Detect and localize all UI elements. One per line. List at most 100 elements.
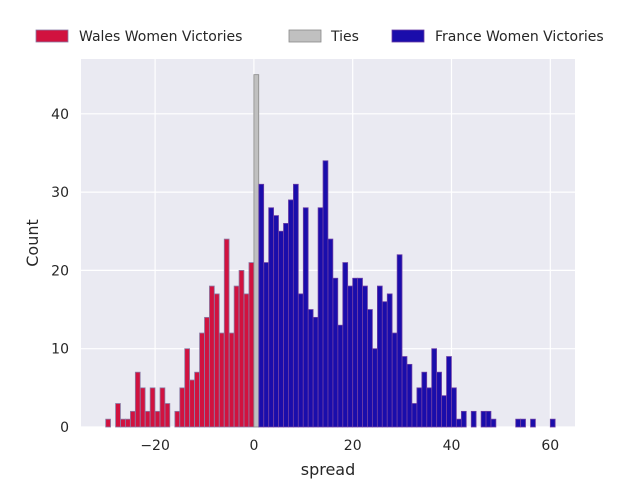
x-tick-label: −20	[140, 438, 170, 454]
y-tick-label: 30	[51, 185, 69, 201]
bar-france-women-victories	[406, 363, 413, 428]
bar-france-women-victories	[381, 301, 388, 428]
x-tick-label: 0	[249, 438, 258, 454]
bar-france-women-victories	[273, 215, 279, 428]
bar-france-women-victories	[372, 348, 378, 428]
y-tick-label: 20	[51, 263, 69, 279]
bar-france-women-victories	[307, 309, 314, 428]
bar-france-women-victories	[436, 371, 442, 428]
bar-wales-women-victories	[218, 332, 225, 428]
bar-france-women-victories	[416, 387, 423, 428]
legend-swatch	[391, 29, 425, 43]
bar-france-women-victories	[357, 277, 363, 428]
bar-france-women-victories	[515, 418, 521, 428]
bar-france-women-victories	[480, 410, 487, 428]
bar-france-women-victories	[322, 160, 329, 428]
bar-france-women-victories	[283, 223, 289, 428]
bar-france-women-victories	[293, 183, 299, 428]
bar-wales-women-victories	[204, 316, 210, 428]
bar-france-women-victories	[396, 254, 403, 428]
bar-france-women-victories	[327, 238, 334, 428]
bar-wales-women-victories	[228, 332, 235, 428]
legend: Wales Women Victories Ties France Women Vi…	[35, 29, 604, 45]
bar-france-women-victories	[376, 285, 383, 428]
bar-wales-women-victories	[164, 403, 171, 428]
bar-wales-women-victories	[189, 379, 195, 428]
bar-france-women-victories	[367, 309, 373, 428]
bar-france-women-victories	[401, 356, 408, 428]
x-tick-label: 20	[344, 438, 362, 454]
bar-wales-women-victories	[115, 403, 121, 428]
y-tick-label: 0	[60, 420, 69, 436]
bar-ties	[253, 74, 260, 428]
bar-wales-women-victories	[134, 371, 141, 428]
bar-wales-women-victories	[199, 332, 205, 428]
bar-france-women-victories	[347, 285, 354, 428]
y-tick-label: 10	[51, 342, 69, 358]
bars	[105, 74, 556, 428]
bar-wales-women-victories	[179, 387, 186, 428]
bar-france-women-victories	[431, 348, 437, 428]
bar-france-women-victories	[549, 418, 556, 428]
bar-france-women-victories	[312, 316, 319, 428]
bar-france-women-victories	[288, 199, 294, 428]
bar-france-women-victories	[460, 410, 467, 428]
bar-wales-women-victories	[243, 293, 250, 428]
bar-france-women-victories	[421, 371, 428, 428]
bar-wales-women-victories	[144, 410, 151, 428]
bar-france-women-victories	[470, 410, 477, 428]
bar-wales-women-victories	[154, 410, 161, 428]
bar-france-women-victories	[342, 262, 349, 428]
bar-france-women-victories	[317, 207, 324, 428]
bar-france-women-victories	[386, 293, 393, 428]
legend-label: France Women Victories	[435, 29, 604, 45]
bar-france-women-victories	[302, 207, 309, 428]
bar-wales-women-victories	[129, 410, 136, 428]
bar-wales-women-victories	[194, 371, 200, 428]
bar-wales-women-victories	[233, 285, 240, 428]
bar-france-women-victories	[268, 207, 274, 428]
legend-label: Ties	[330, 29, 359, 45]
x-axis-label: spread	[301, 460, 356, 479]
bar-france-women-victories	[520, 418, 526, 428]
legend-label: Wales Women Victories	[79, 29, 242, 45]
bar-france-women-victories	[530, 418, 536, 428]
legend-swatch	[35, 29, 69, 43]
bar-wales-women-victories	[120, 418, 126, 428]
bar-wales-women-victories	[105, 418, 111, 428]
bar-france-women-victories	[263, 262, 270, 428]
bar-france-women-victories	[451, 387, 457, 428]
x-tick-label: 60	[541, 438, 559, 454]
bar-france-women-victories	[391, 332, 398, 428]
y-tick-label: 40	[51, 107, 69, 123]
bar-wales-women-victories	[238, 270, 245, 428]
bar-wales-women-victories	[209, 285, 215, 428]
bar-france-women-victories	[297, 293, 304, 428]
bar-france-women-victories	[485, 410, 492, 428]
bar-wales-women-victories	[125, 418, 131, 428]
bar-wales-women-victories	[213, 293, 220, 428]
bar-france-women-victories	[362, 285, 368, 428]
bar-wales-women-victories	[184, 348, 190, 428]
bar-wales-women-victories	[223, 238, 230, 428]
bar-wales-women-victories	[159, 387, 166, 428]
bar-france-women-victories	[258, 183, 265, 428]
bar-france-women-victories	[441, 395, 447, 428]
bar-wales-women-victories	[174, 410, 181, 428]
x-tick-label: 40	[443, 438, 461, 454]
bar-france-women-victories	[332, 277, 339, 428]
bar-wales-women-victories	[149, 387, 156, 428]
bar-france-women-victories	[446, 356, 452, 428]
bar-france-women-victories	[490, 418, 497, 428]
bar-france-women-victories	[352, 277, 358, 428]
bar-wales-women-victories	[139, 387, 146, 428]
x-tick-labels: −20 0 20 40 60	[140, 438, 559, 454]
bar-france-women-victories	[411, 403, 418, 428]
bar-wales-women-victories	[248, 262, 255, 428]
bar-france-women-victories	[278, 230, 284, 428]
y-tick-labels: 0 10 20 30 40	[51, 107, 69, 436]
legend-swatch	[288, 29, 322, 43]
y-axis-label: Count	[23, 219, 42, 267]
bar-france-women-victories	[426, 387, 433, 428]
